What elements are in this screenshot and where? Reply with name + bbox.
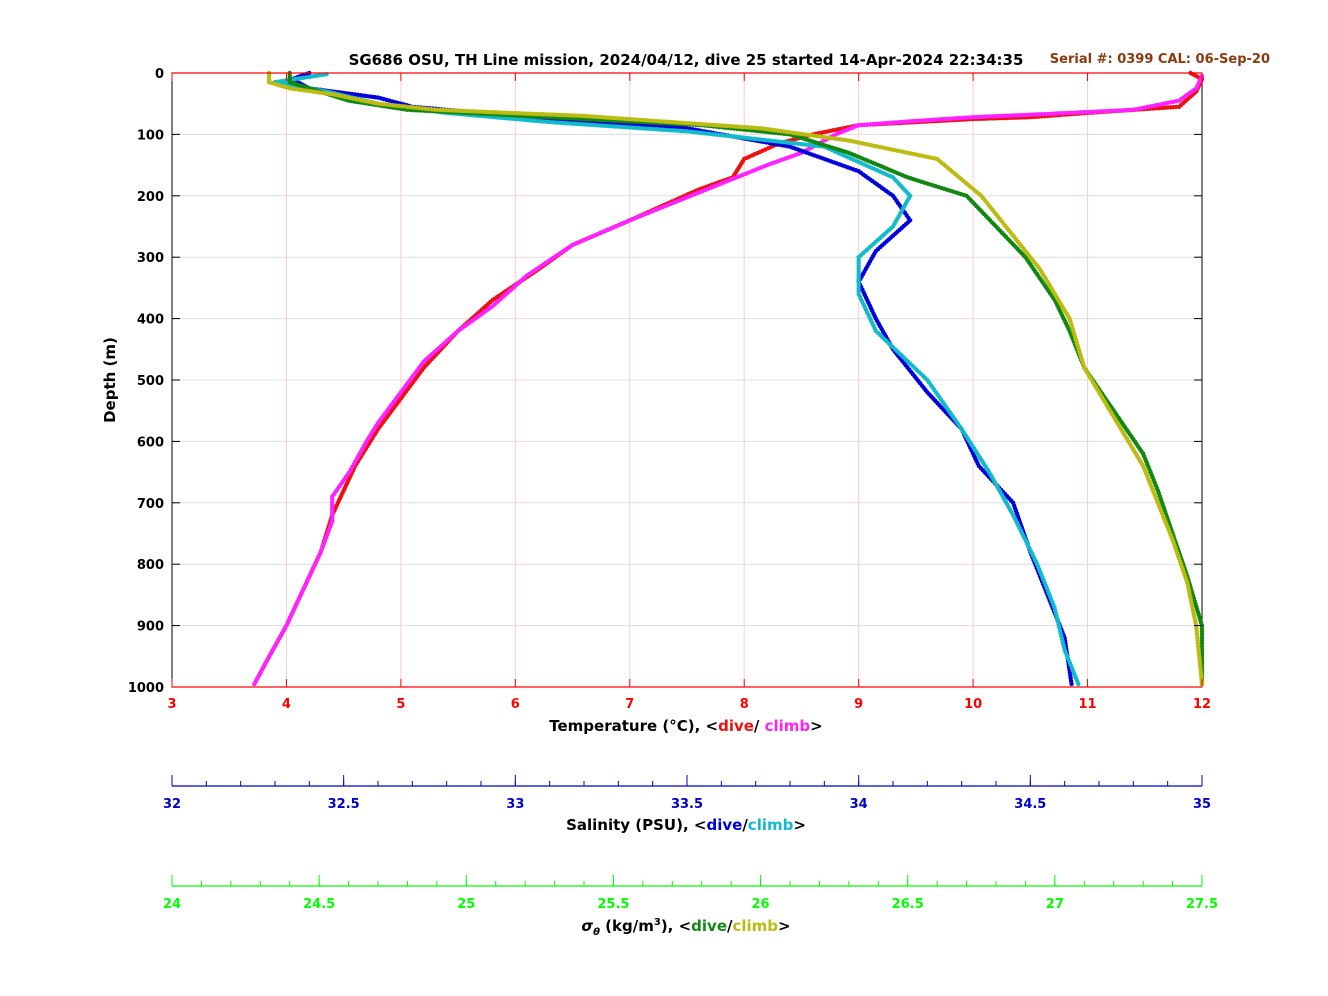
salinity-label-prefix: Salinity (PSU), < <box>566 816 706 834</box>
salinity-tick-label: 33.5 <box>671 797 703 812</box>
temperature-tick-label: 3 <box>167 697 176 712</box>
temperature-label-sep: / <box>754 717 765 735</box>
temperature-tick-label: 7 <box>625 697 634 712</box>
salinity-tick-label: 34 <box>850 797 868 812</box>
serial-annotation: Serial #: 0399 CAL: 06-Sep-20 <box>1050 52 1270 67</box>
sigma-tick-label: 26 <box>752 897 770 912</box>
salinity-tick-label: 33 <box>506 797 524 812</box>
temperature-tick-label: 6 <box>511 697 520 712</box>
grid-lines <box>172 73 1202 687</box>
depth-tick-label: 1000 <box>128 681 164 696</box>
salinity-axis-label: Salinity (PSU), <dive/climb> <box>566 816 806 834</box>
series-sigma-dive <box>287 70 1205 687</box>
sigma-axis-label: σθ (kg/m3), <dive/climb> <box>581 917 790 938</box>
sigma-tick-label: 27.5 <box>1186 897 1218 912</box>
sigma-label-climb: climb <box>733 917 779 935</box>
data-points <box>252 70 1205 687</box>
series-temperature-dive <box>252 70 1205 687</box>
data-point <box>252 681 257 687</box>
sigma-label-after: ), < <box>661 917 691 935</box>
data-point <box>1069 681 1074 687</box>
sigma-label-symbol: σ <box>581 917 593 935</box>
series-temperature-climb <box>252 73 1205 687</box>
depth-tick-label: 0 <box>155 67 164 82</box>
sigma-label-suffix: > <box>778 917 791 935</box>
temperature-tick-label: 8 <box>740 697 749 712</box>
sigma-label-dive: dive <box>691 917 727 935</box>
salinity-tick-label: 34.5 <box>1014 797 1046 812</box>
temperature-label-prefix: Temperature (°C), < <box>549 717 718 735</box>
sigma-tick-label: 24 <box>163 897 181 912</box>
depth-tick-label: 600 <box>137 435 164 450</box>
depth-tick-label: 200 <box>137 190 164 205</box>
salinity-label-sep: / <box>742 816 748 834</box>
temperature-tick-label: 4 <box>282 697 291 712</box>
depth-tick-label: 500 <box>137 374 164 389</box>
depth-tick-label: 400 <box>137 313 164 328</box>
salinity-tick-label: 32 <box>163 797 181 812</box>
depth-tick-label: 300 <box>137 251 164 266</box>
sigma-tick-label: 27 <box>1046 897 1064 912</box>
temperature-tick-label: 9 <box>854 697 863 712</box>
salinity-label-dive: dive <box>706 816 742 834</box>
series-salinity-dive <box>289 70 1074 687</box>
depth-tick-label: 800 <box>137 558 164 573</box>
series-salinity-climb <box>272 72 1081 687</box>
salinity-label-suffix: > <box>793 816 806 834</box>
temperature-label-climb: climb <box>765 717 811 735</box>
salinity-tick-label: 35 <box>1193 797 1211 812</box>
y-axis-label: Depth (m) <box>101 337 119 423</box>
depth-tick-label: 700 <box>137 497 164 512</box>
temperature-label-suffix: > <box>810 717 823 735</box>
sigma-tick-label: 26.5 <box>892 897 924 912</box>
sigma-label-mid: (kg/m <box>600 917 654 935</box>
sigma-tick-label: 24.5 <box>303 897 335 912</box>
temperature-axis-label: Temperature (°C), <dive/ climb> <box>549 717 823 735</box>
temperature-tick-label: 10 <box>964 697 982 712</box>
temperature-label-dive: dive <box>718 717 754 735</box>
temperature-tick-label: 12 <box>1193 697 1211 712</box>
depth-tick-label: 100 <box>137 128 164 143</box>
salinity-label-climb: climb <box>748 816 794 834</box>
depth-tick-label: 900 <box>137 620 164 635</box>
sigma-tick-label: 25 <box>457 897 475 912</box>
series-sigma-climb <box>266 70 1205 687</box>
chart-title: SG686 OSU, TH Line mission, 2024/04/12, … <box>349 51 1024 69</box>
data-point <box>1076 681 1081 687</box>
sigma-label-subscript: θ <box>593 927 600 938</box>
temperature-tick-label: 11 <box>1079 697 1097 712</box>
sigma-label-sep: / <box>727 917 733 935</box>
salinity-tick-label: 32.5 <box>328 797 360 812</box>
sigma-label-superscript: 3 <box>654 917 661 928</box>
temperature-tick-label: 5 <box>396 697 405 712</box>
sigma-tick-label: 25.5 <box>597 897 629 912</box>
